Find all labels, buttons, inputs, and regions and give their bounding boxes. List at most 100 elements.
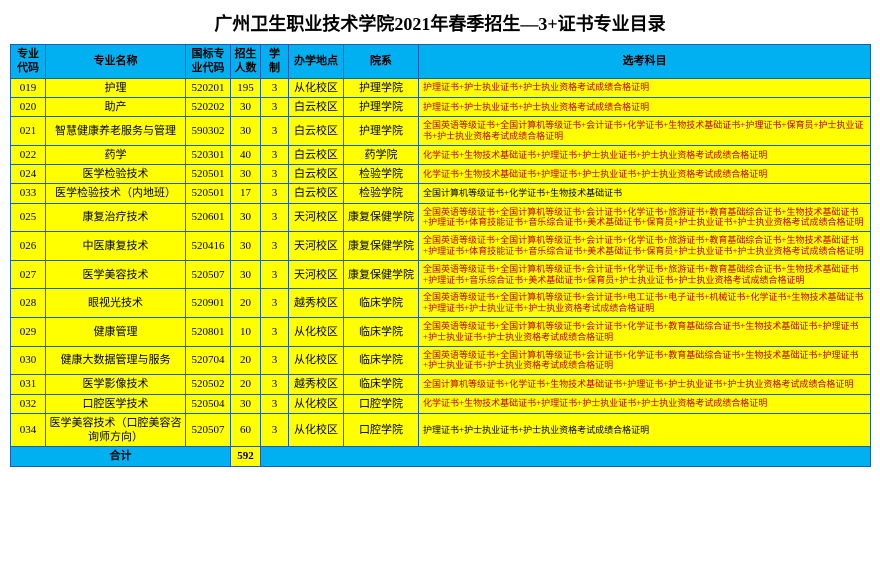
cell: 全国英语等级证书+全国计算机等级证书+会计证书+化学证书+旅游证书+教育基础综合… — [419, 260, 871, 289]
cell: 从化校区 — [289, 318, 344, 347]
total-blank — [261, 447, 871, 466]
cell: 从化校区 — [289, 394, 344, 413]
table-header: 专业代码专业名称国标专业代码招生人数学制办学地点院系选考科目 — [11, 45, 871, 79]
cell: 白云校区 — [289, 184, 344, 203]
table-row: 033医学检验技术（内地班）520501173白云校区检验学院全国计算机等级证书… — [11, 184, 871, 203]
cell: 30 — [231, 165, 261, 184]
cell: 检验学院 — [344, 165, 419, 184]
cell: 3 — [261, 145, 289, 164]
cell: 口腔医学技术 — [46, 394, 186, 413]
cell: 口腔学院 — [344, 394, 419, 413]
cell: 20 — [231, 346, 261, 375]
cell: 康复治疗技术 — [46, 203, 186, 232]
cell: 30 — [231, 232, 261, 261]
cell: 康复保健学院 — [344, 203, 419, 232]
cell: 3 — [261, 413, 289, 447]
cell: 全国英语等级证书+全国计算机等级证书+会计证书+化学证书+生物技术基础证书+护理… — [419, 117, 871, 146]
table-row: 034医学美容技术（口腔美容咨询师方向）520507603从化校区口腔学院护理证… — [11, 413, 871, 447]
cell: 全国英语等级证书+全国计算机等级证书+会计证书+电工证书+电子证书+机械证书+化… — [419, 289, 871, 318]
cell: 康复保健学院 — [344, 232, 419, 261]
cell: 520201 — [186, 78, 231, 97]
cell: 从化校区 — [289, 413, 344, 447]
cell: 3 — [261, 394, 289, 413]
cell: 中医康复技术 — [46, 232, 186, 261]
cell: 护理学院 — [344, 117, 419, 146]
table-row: 025康复治疗技术520601303天河校区康复保健学院全国英语等级证书+全国计… — [11, 203, 871, 232]
cell: 护理 — [46, 78, 186, 97]
table-row: 032口腔医学技术520504303从化校区口腔学院化学证书+生物技术基础证书+… — [11, 394, 871, 413]
cell: 医学美容技术 — [46, 260, 186, 289]
table-row: 029健康管理520801103从化校区临床学院全国英语等级证书+全国计算机等级… — [11, 318, 871, 347]
cell: 033 — [11, 184, 46, 203]
table-row: 019护理5202011953从化校区护理学院护理证书+护士执业证书+护士执业资… — [11, 78, 871, 97]
table-row: 030健康大数据管理与服务520704203从化校区临床学院全国英语等级证书+全… — [11, 346, 871, 375]
cell: 029 — [11, 318, 46, 347]
col-header-0: 专业代码 — [11, 45, 46, 79]
cell: 019 — [11, 78, 46, 97]
cell: 医学美容技术（口腔美容咨询师方向） — [46, 413, 186, 447]
cell: 021 — [11, 117, 46, 146]
cell: 护理学院 — [344, 97, 419, 116]
cell: 临床学院 — [344, 346, 419, 375]
cell: 028 — [11, 289, 46, 318]
cell: 520501 — [186, 165, 231, 184]
cell: 白云校区 — [289, 117, 344, 146]
table-row: 028眼视光技术520901203越秀校区临床学院全国英语等级证书+全国计算机等… — [11, 289, 871, 318]
cell: 3 — [261, 203, 289, 232]
cell: 全国计算机等级证书+化学证书+生物技术基础证书+护理证书+护士执业证书+护士执业… — [419, 375, 871, 394]
cell: 3 — [261, 289, 289, 318]
cell: 20 — [231, 289, 261, 318]
cell: 30 — [231, 117, 261, 146]
cell: 520416 — [186, 232, 231, 261]
cell: 3 — [261, 165, 289, 184]
col-header-4: 学制 — [261, 45, 289, 79]
cell: 10 — [231, 318, 261, 347]
cell: 3 — [261, 346, 289, 375]
cell: 520507 — [186, 260, 231, 289]
table-row: 024医学检验技术520501303白云校区检验学院化学证书+生物技术基础证书+… — [11, 165, 871, 184]
cell: 034 — [11, 413, 46, 447]
cell: 520504 — [186, 394, 231, 413]
cell: 022 — [11, 145, 46, 164]
cell: 30 — [231, 97, 261, 116]
cell: 520502 — [186, 375, 231, 394]
cell: 天河校区 — [289, 203, 344, 232]
cell: 化学证书+生物技术基础证书+护理证书+护士执业证书+护士执业资格考试成绩合格证明 — [419, 165, 871, 184]
cell: 3 — [261, 232, 289, 261]
cell: 药学 — [46, 145, 186, 164]
cell: 3 — [261, 184, 289, 203]
cell: 护理证书+护士执业证书+护士执业资格考试成绩合格证明 — [419, 97, 871, 116]
cell: 口腔学院 — [344, 413, 419, 447]
cell: 康复保健学院 — [344, 260, 419, 289]
cell: 026 — [11, 232, 46, 261]
cell: 临床学院 — [344, 375, 419, 394]
cell: 030 — [11, 346, 46, 375]
cell: 020 — [11, 97, 46, 116]
cell: 天河校区 — [289, 260, 344, 289]
cell: 520202 — [186, 97, 231, 116]
cell: 520501 — [186, 184, 231, 203]
table-row: 027医学美容技术520507303天河校区康复保健学院全国英语等级证书+全国计… — [11, 260, 871, 289]
cell: 医学影像技术 — [46, 375, 186, 394]
cell: 临床学院 — [344, 318, 419, 347]
col-header-7: 选考科目 — [419, 45, 871, 79]
cell: 全国英语等级证书+全国计算机等级证书+会计证书+化学证书+教育基础综合证书+生物… — [419, 346, 871, 375]
cell: 024 — [11, 165, 46, 184]
cell: 健康大数据管理与服务 — [46, 346, 186, 375]
cell: 520801 — [186, 318, 231, 347]
col-header-2: 国标专业代码 — [186, 45, 231, 79]
table-row: 022药学520301403白云校区药学院化学证书+生物技术基础证书+护理证书+… — [11, 145, 871, 164]
cell: 17 — [231, 184, 261, 203]
cell: 白云校区 — [289, 97, 344, 116]
cell: 590302 — [186, 117, 231, 146]
cell: 30 — [231, 260, 261, 289]
cell: 从化校区 — [289, 346, 344, 375]
cell: 40 — [231, 145, 261, 164]
cell: 越秀校区 — [289, 289, 344, 318]
cell: 智慧健康养老服务与管理 — [46, 117, 186, 146]
cell: 白云校区 — [289, 165, 344, 184]
cell: 医学检验技术（内地班） — [46, 184, 186, 203]
col-header-3: 招生人数 — [231, 45, 261, 79]
total-row: 合计 592 — [11, 447, 871, 466]
cell: 护理学院 — [344, 78, 419, 97]
